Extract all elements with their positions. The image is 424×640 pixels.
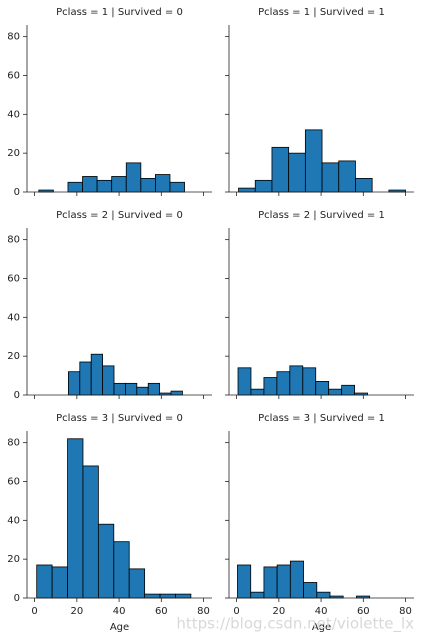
hist-bar xyxy=(289,365,304,396)
hist-bar xyxy=(237,564,252,599)
hist-bar xyxy=(237,367,252,396)
hist-bar xyxy=(303,582,318,599)
x-tick-label: 40 xyxy=(315,606,328,617)
hist-bar xyxy=(125,162,142,193)
panel-title: Pclass = 2 | Survived = 0 xyxy=(56,210,183,221)
y-tick-label: 60 xyxy=(7,476,20,487)
hist-bar xyxy=(175,593,192,599)
hist-bar xyxy=(276,564,291,599)
hist-bar xyxy=(263,566,278,599)
hist-bar xyxy=(51,566,68,599)
x-tick-label: 60 xyxy=(357,606,370,617)
y-tick-label: 20 xyxy=(7,148,20,159)
hist-bar xyxy=(338,160,356,193)
x-tick-label: 40 xyxy=(113,606,126,617)
hist-bar xyxy=(140,178,156,193)
hist-bar xyxy=(97,523,115,599)
hist-bar xyxy=(250,591,265,599)
hist-bar xyxy=(155,174,171,193)
hist-bar xyxy=(169,181,185,193)
x-axis-label: Age xyxy=(312,622,331,633)
hist-bar xyxy=(67,181,83,193)
y-tick-label: 80 xyxy=(7,32,20,43)
y-tick-label: 40 xyxy=(7,312,20,323)
hist-bar xyxy=(250,388,265,396)
y-tick-label: 20 xyxy=(7,554,20,565)
hist-bar xyxy=(111,176,127,193)
hist-bar xyxy=(304,129,323,193)
y-tick-label: 0 xyxy=(14,187,20,198)
hist-bar xyxy=(36,564,53,599)
x-tick-label: 60 xyxy=(155,606,168,617)
y-tick-label: 0 xyxy=(14,593,20,604)
hist-bar xyxy=(328,388,343,396)
hist-bar xyxy=(147,382,161,396)
y-tick-label: 40 xyxy=(7,515,20,526)
hist-bar xyxy=(254,179,273,193)
x-tick-label: 80 xyxy=(197,606,210,617)
panel-title: Pclass = 1 | Survived = 1 xyxy=(258,7,385,18)
hist-bar xyxy=(276,371,291,396)
hist-bar xyxy=(170,390,183,396)
y-tick-label: 80 xyxy=(7,438,20,449)
hist-bar xyxy=(288,152,306,193)
hist-bar xyxy=(144,593,161,599)
hist-bar xyxy=(238,187,256,193)
hist-bar xyxy=(67,371,81,396)
hist-bar xyxy=(113,541,130,599)
hist-bar xyxy=(82,465,99,599)
y-tick-label: 20 xyxy=(7,351,20,362)
y-tick-label: 60 xyxy=(7,70,20,81)
hist-bar xyxy=(302,367,317,396)
hist-bar xyxy=(102,365,115,396)
y-tick-label: 0 xyxy=(14,390,20,401)
watermark: https://blog.csdn.net/violette_lx xyxy=(176,615,414,634)
x-tick-label: 80 xyxy=(399,606,412,617)
hist-bar xyxy=(355,178,373,193)
hist-bar xyxy=(159,593,176,599)
panel-title: Pclass = 3 | Survived = 0 xyxy=(56,413,183,424)
panel-title: Pclass = 1 | Survived = 0 xyxy=(56,7,183,18)
x-tick-label: 20 xyxy=(272,606,285,617)
hist-bar xyxy=(271,146,290,193)
hist-bar xyxy=(82,176,98,193)
hist-bar xyxy=(321,162,340,193)
hist-bar xyxy=(289,560,304,599)
hist-bar xyxy=(263,377,278,396)
hist-bar xyxy=(96,179,113,193)
hist-bar xyxy=(125,382,138,396)
hist-bar xyxy=(136,386,149,396)
y-tick-label: 80 xyxy=(7,235,20,246)
x-axis-label: Age xyxy=(110,622,129,633)
hist-bar xyxy=(67,438,84,599)
panel-title: Pclass = 2 | Survived = 1 xyxy=(258,210,385,221)
hist-bar xyxy=(315,381,330,396)
y-tick-label: 60 xyxy=(7,273,20,284)
hist-bar xyxy=(316,591,331,599)
x-tick-label: 0 xyxy=(233,606,239,617)
hist-bar xyxy=(341,384,355,396)
panel-title: Pclass = 3 | Survived = 1 xyxy=(258,413,385,424)
y-tick-label: 40 xyxy=(7,109,20,120)
hist-bar xyxy=(128,568,146,599)
hist-bar xyxy=(79,361,92,396)
hist-bar xyxy=(113,382,126,396)
hist-bar xyxy=(90,353,104,396)
x-tick-label: 0 xyxy=(31,606,37,617)
x-tick-label: 20 xyxy=(70,606,83,617)
